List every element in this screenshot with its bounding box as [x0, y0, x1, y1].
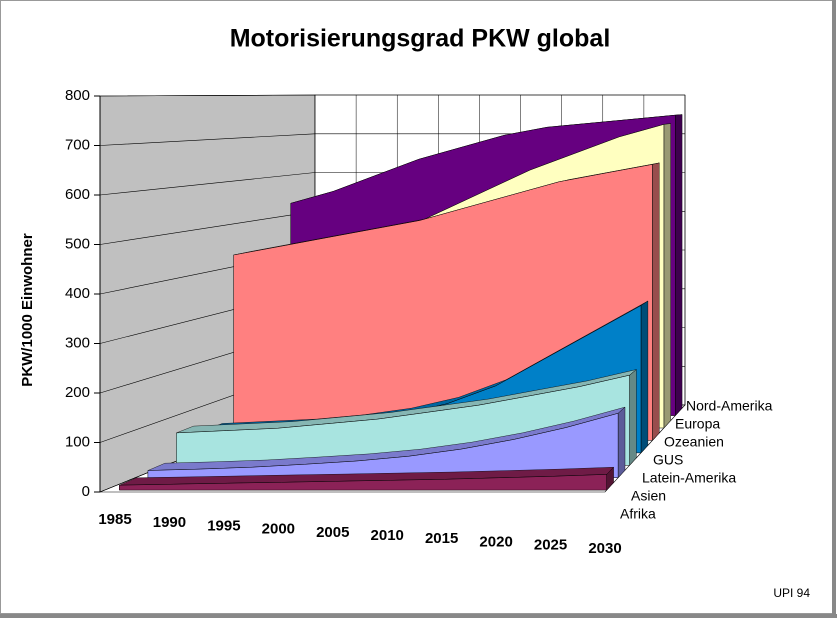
- series-label: Nord-Amerika: [686, 398, 773, 414]
- series-label: Latein-Amerika: [642, 470, 736, 486]
- x-tick-label: 1990: [153, 514, 186, 531]
- series-label: Afrika: [620, 506, 656, 522]
- chart-title: Motorisierungsgrad PKW global: [230, 25, 611, 53]
- x-tick-label: 2020: [479, 533, 512, 550]
- x-tick-label: 2015: [425, 530, 458, 547]
- x-tick-label: 2000: [262, 521, 295, 538]
- y-tick-label: 700: [65, 136, 90, 153]
- y-axis-label: PKW/1000 Einwohner: [19, 233, 36, 387]
- x-tick-label: 2005: [316, 524, 349, 541]
- y-tick-label: 600: [65, 186, 90, 203]
- series-label: Europa: [675, 416, 720, 432]
- area: [147, 412, 619, 478]
- area: [119, 474, 607, 491]
- y-tick-label: 500: [65, 235, 90, 252]
- y-tick-label: 300: [65, 334, 90, 351]
- y-tick-label: 100: [65, 433, 90, 450]
- ribbon-side: [617, 406, 626, 479]
- series-label: Ozeanien: [664, 434, 724, 450]
- y-tick-label: 200: [65, 384, 90, 401]
- ribbon-side: [629, 369, 637, 466]
- note: UPI 94: [773, 586, 810, 600]
- x-tick-label: 1995: [207, 517, 240, 534]
- series-label: Asien: [631, 488, 666, 504]
- x-tick-label: 2025: [534, 537, 567, 554]
- ribbon-side: [640, 300, 649, 454]
- ribbon-side: [663, 123, 671, 429]
- ribbon-side: [652, 162, 660, 441]
- y-tick-label: 0: [82, 483, 90, 500]
- x-tick-label: 1985: [98, 511, 131, 528]
- grid-line: [99, 94, 685, 97]
- x-tick-label: 2030: [588, 540, 621, 557]
- x-tick-label: 2010: [371, 527, 404, 544]
- y-tick-label: 400: [65, 285, 90, 302]
- ribbon-side: [675, 114, 683, 417]
- series-label: GUS: [653, 452, 683, 468]
- y-tick-label: 800: [65, 87, 90, 104]
